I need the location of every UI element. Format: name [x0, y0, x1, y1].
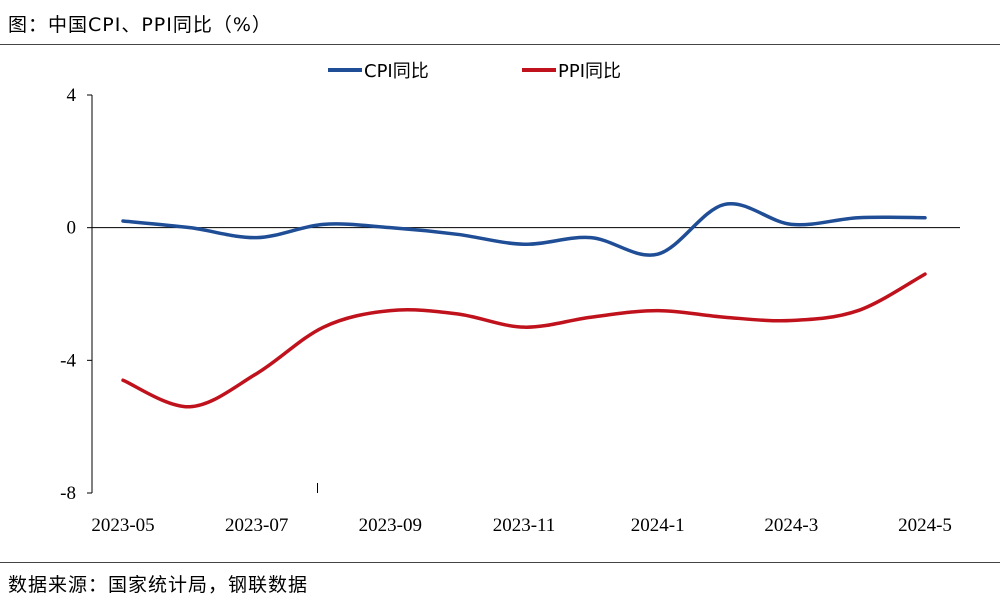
bottom-divider [0, 562, 1000, 563]
data-source: 数据来源：国家统计局，钢联数据 [8, 574, 309, 596]
legend-label: PPI同比 [558, 61, 621, 82]
x-tick-label: 2023-05 [91, 515, 154, 536]
y-tick-label: 0 [67, 218, 77, 239]
y-tick-label: 4 [67, 85, 77, 106]
legend-label: CPI同比 [364, 61, 429, 82]
y-tick-label: -4 [60, 350, 76, 371]
line-chart: 4 0 -4 -8 2023-05 2023-07 2023-09 2023-11 2024-1… [60, 61, 960, 536]
x-tick-label: 2023-09 [359, 515, 422, 536]
x-tick-label: 2023-11 [493, 515, 556, 536]
top-divider [0, 44, 1000, 45]
series-lines [121, 202, 927, 409]
x-tick-label: 2024-5 [898, 515, 952, 536]
legend: CPI同比 PPI同比 [328, 61, 621, 82]
series-line-cpi [121, 202, 927, 257]
x-tick-label: 2024-1 [631, 515, 685, 536]
series-line-ppi [121, 272, 927, 409]
y-tick-label: -8 [60, 483, 76, 504]
chart-title: 图：中国CPI、PPI同比（%） [8, 14, 272, 36]
axes: 4 0 -4 -8 2023-05 2023-07 2023-09 2023-11 2024-1… [60, 85, 960, 536]
x-tick-label: 2023-07 [225, 515, 288, 536]
x-tick-label: 2024-3 [764, 515, 818, 536]
